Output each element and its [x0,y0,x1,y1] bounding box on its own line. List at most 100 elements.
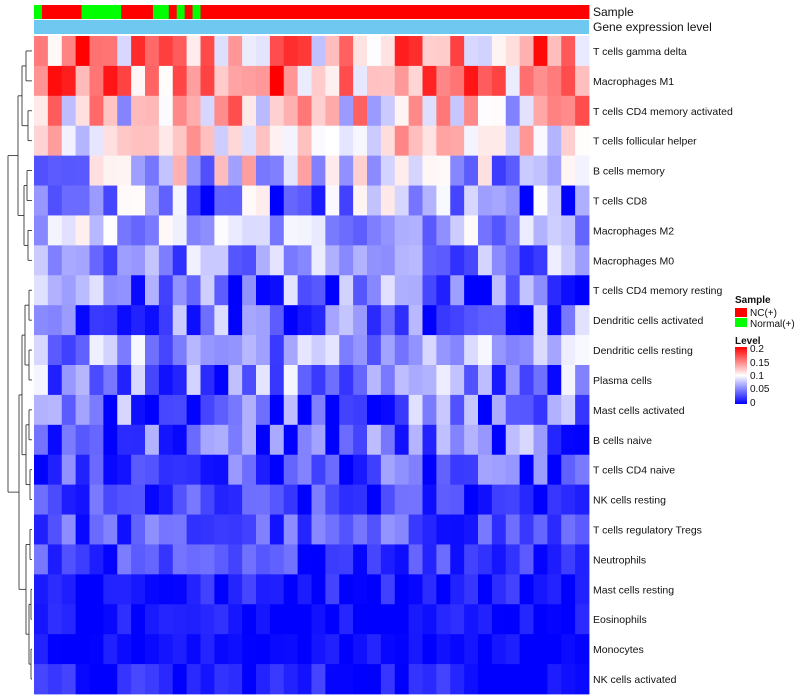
heatmap-cell [561,394,576,426]
heatmap-cell [256,215,271,246]
legend-swatch-nc [735,308,747,317]
heatmap-cell [408,215,423,246]
heatmap-cell [172,155,188,186]
heatmap-cell [367,125,382,157]
heatmap-cell [394,454,410,486]
heatmap-cell [214,185,229,216]
heatmap-cell [436,36,451,67]
heatmap-cell [103,484,118,515]
heatmap-cell [200,275,215,306]
heatmap-cell [297,394,312,426]
heatmap-cell [117,574,132,605]
heatmap-cell [131,664,146,695]
heatmap-cell [117,65,132,97]
sample-anno-cell [137,5,146,19]
heatmap-cell [103,275,118,306]
heatmap-cell [367,185,382,216]
heatmap-cell [89,125,104,157]
heatmap-cell [519,424,534,456]
heatmap-cell [34,275,49,306]
heatmap-cell [394,155,410,186]
heatmap-cell [325,365,340,396]
heatmap-cell [436,514,451,545]
heatmap-cell [505,365,521,396]
sample-anno-cell [248,5,257,19]
sample-anno-cell [192,5,201,19]
heatmap-cell [380,394,396,426]
heatmap-cell [269,335,285,366]
heatmap-cell [145,65,160,97]
heatmap-cell [394,574,410,605]
row-label: B cells memory [593,166,666,178]
heatmap-cell [145,36,160,67]
level-legend: Level 0.2 0.15 0.1 0.05 0 [735,336,770,409]
heatmap-cell [61,305,77,336]
heatmap-cell [353,604,368,635]
heatmap-cell [75,155,90,186]
heatmap-cell [103,155,118,186]
heatmap-cell [186,574,201,605]
heatmap-cell [47,484,63,515]
heatmap-cell [353,454,368,486]
heatmap-cell [297,36,312,67]
heatmap-cell [575,215,590,246]
heatmap-cell [547,95,562,127]
heatmap-cell [478,65,493,97]
heatmap-cell [89,664,104,695]
heatmap-cell [172,424,188,456]
heatmap-cell [367,305,382,336]
heatmap-cell [422,454,437,486]
heatmap-cell [47,424,63,456]
heatmap-cell [172,95,188,127]
sample-anno-cell [359,5,368,19]
heatmap-cell [283,185,299,216]
heatmap-cell [450,634,465,665]
heatmap-cell [297,365,312,396]
heatmap-cell [533,65,548,97]
heatmap-cell [505,484,521,515]
heatmap-cell [436,95,451,127]
heatmap-cell [311,36,326,67]
heatmap-cell [505,424,521,456]
heatmap-cell [408,305,423,336]
heatmap-cell [75,335,90,366]
heatmap-cell [311,604,326,635]
heatmap-cell [491,305,507,336]
heatmap-cell [200,544,215,575]
sample-anno-cell [65,5,75,19]
heatmap-cell [89,95,104,127]
heatmap-cell [283,95,299,127]
sample-anno-cell [256,5,265,19]
heatmap-cell [61,454,77,486]
heatmap-cell [339,574,354,605]
heatmap-cell [339,215,354,246]
heatmap-cell [145,664,160,695]
heatmap-cell [311,454,326,486]
heatmap-cell [394,185,410,216]
heatmap-cell [145,514,160,545]
sample-anno-cell [240,5,249,19]
heatmap-cell [367,275,382,306]
heatmap-cell [422,305,437,336]
sample-anno-cell [105,5,114,19]
heatmap-cell [547,604,562,635]
heatmap-cell [491,544,507,575]
heatmap-cell [325,574,340,605]
heatmap-cell [464,245,479,276]
heatmap-cell [172,335,188,366]
heatmap-cell [450,185,465,216]
heatmap-cell [214,275,229,306]
heatmap-cell [561,335,576,366]
heatmap-cell [561,454,576,486]
heatmap-cell [450,544,465,575]
heatmap-cell [47,604,63,635]
heatmap-cell [34,65,49,97]
heatmap-cell [519,335,534,366]
heatmap-cell [561,275,576,306]
sample-anno-cell [470,5,479,19]
heatmap-cell [380,275,396,306]
heatmap-cell [505,454,521,486]
heatmap-cell [297,275,312,306]
heatmap-cell [547,125,562,157]
heatmap-cell [283,574,299,605]
